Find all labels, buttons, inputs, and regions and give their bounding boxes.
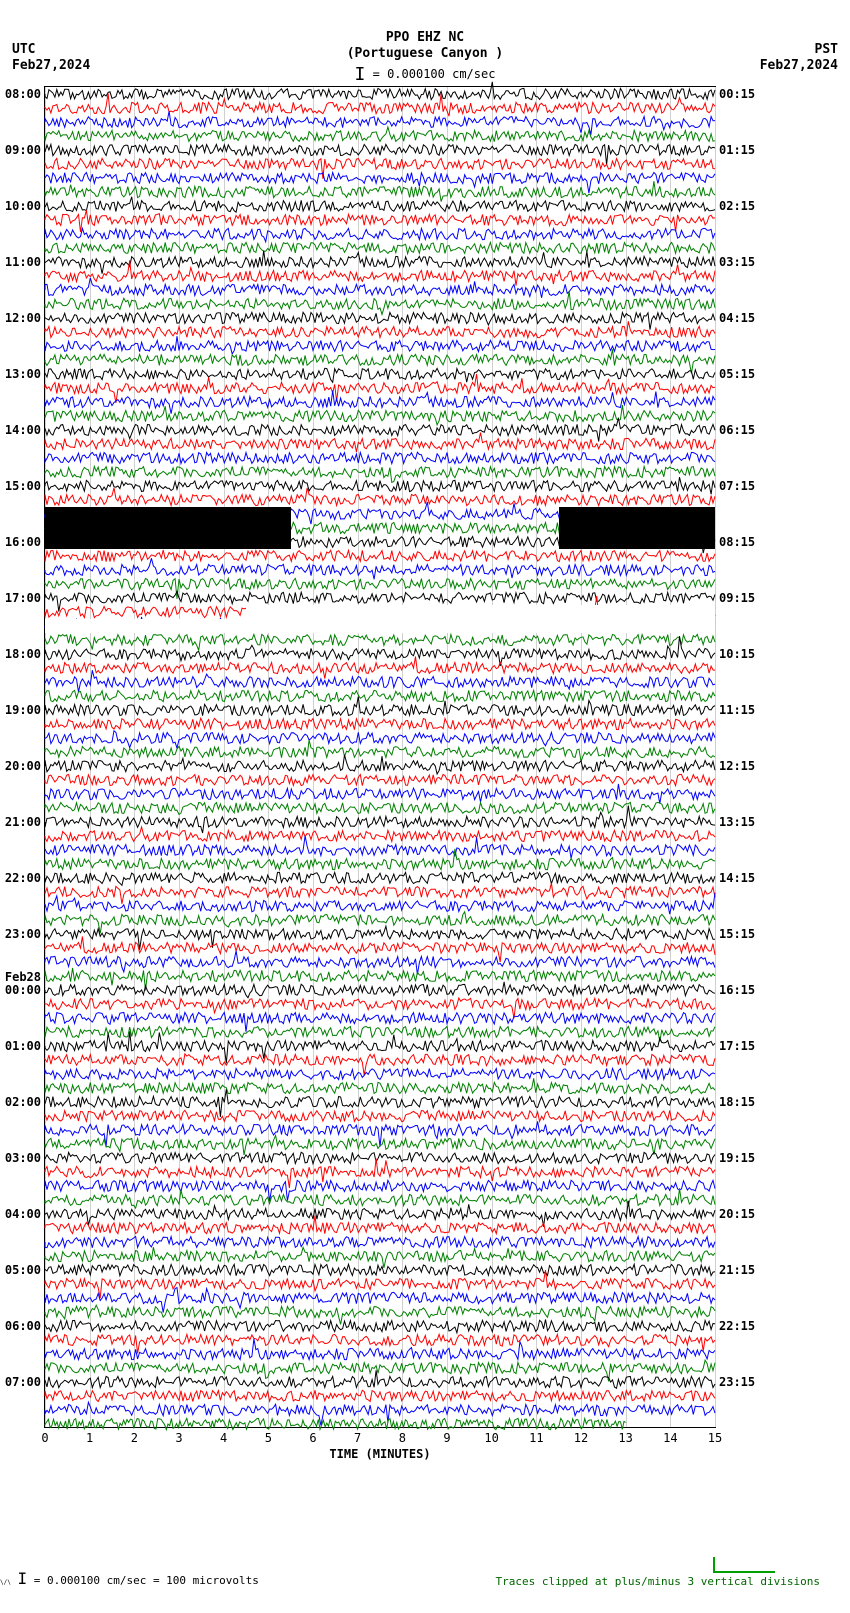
date-left-label: Feb27,2024 bbox=[12, 58, 90, 73]
pst-time-label: 21:15 bbox=[715, 1263, 755, 1277]
pst-time-label: 10:15 bbox=[715, 647, 755, 661]
grid-line bbox=[715, 87, 716, 1427]
pst-time-label: 23:15 bbox=[715, 1375, 755, 1389]
pst-time-label: 08:15 bbox=[715, 535, 755, 549]
utc-time-label: 05:00 bbox=[5, 1263, 45, 1277]
pst-time-label: 19:15 bbox=[715, 1151, 755, 1165]
pst-time-label: 13:15 bbox=[715, 815, 755, 829]
utc-time-label: 10:00 bbox=[5, 199, 45, 213]
pst-time-label: 05:15 bbox=[715, 367, 755, 381]
utc-time-label: 07:00 bbox=[5, 1375, 45, 1389]
pst-time-label: 15:15 bbox=[715, 927, 755, 941]
footer-clip-note: Traces clipped at plus/minus 3 vertical … bbox=[495, 1575, 820, 1588]
pst-time-label: 03:15 bbox=[715, 255, 755, 269]
pst-time-label: 06:15 bbox=[715, 423, 755, 437]
utc-time-label: 13:00 bbox=[5, 367, 45, 381]
pst-time-label: 20:15 bbox=[715, 1207, 755, 1221]
utc-time-label: 21:00 bbox=[5, 815, 45, 829]
utc-time-label: 11:00 bbox=[5, 255, 45, 269]
pst-time-label: 04:15 bbox=[715, 311, 755, 325]
pst-time-label: 01:15 bbox=[715, 143, 755, 157]
pst-time-label: 12:15 bbox=[715, 759, 755, 773]
station-title: PPO EHZ NC bbox=[0, 30, 850, 45]
utc-time-label: 12:00 bbox=[5, 311, 45, 325]
utc-time-label: 23:00 bbox=[5, 927, 45, 941]
clipped-segment bbox=[45, 507, 291, 549]
pst-time-label: 14:15 bbox=[715, 871, 755, 885]
pst-time-label: 09:15 bbox=[715, 591, 755, 605]
pst-time-label: 16:15 bbox=[715, 983, 755, 997]
pst-time-label: 17:15 bbox=[715, 1039, 755, 1053]
utc-time-label: 06:00 bbox=[5, 1319, 45, 1333]
pst-time-label: 22:15 bbox=[715, 1319, 755, 1333]
trace-row bbox=[45, 1417, 715, 1431]
utc-time-label: 09:00 bbox=[5, 143, 45, 157]
data-gap bbox=[246, 605, 715, 619]
pst-time-label: 00:15 bbox=[715, 87, 755, 101]
clipped-segment bbox=[559, 507, 715, 549]
utc-time-label: 03:00 bbox=[5, 1151, 45, 1165]
data-gap bbox=[45, 619, 715, 633]
utc-time-label: 01:00 bbox=[5, 1039, 45, 1053]
utc-time-label: 19:00 bbox=[5, 703, 45, 717]
utc-time-label: 04:00 bbox=[5, 1207, 45, 1221]
utc-time-label: 20:00 bbox=[5, 759, 45, 773]
utc-time-label: 17:00 bbox=[5, 591, 45, 605]
utc-time-label: 14:00 bbox=[5, 423, 45, 437]
utc-time-label: 00:00 bbox=[5, 983, 45, 997]
tz-left-label: UTC bbox=[12, 42, 35, 57]
utc-time-label: 15:00 bbox=[5, 479, 45, 493]
station-subtitle: (Portuguese Canyon ) bbox=[0, 46, 850, 61]
tz-right-label: PST bbox=[815, 42, 838, 57]
pst-time-label: 07:15 bbox=[715, 479, 755, 493]
footer-scale-note: \/\ I = 0.000100 cm/sec = 100 microvolts bbox=[0, 1569, 259, 1588]
seismogram-plot: TIME (MINUTES) 012345678910111213141508:… bbox=[44, 86, 716, 1428]
pst-time-label: 11:15 bbox=[715, 703, 755, 717]
pst-time-label: 18:15 bbox=[715, 1095, 755, 1109]
date-change-label: Feb28 bbox=[5, 970, 45, 984]
date-right-label: Feb27,2024 bbox=[760, 58, 838, 73]
current-time-marker bbox=[713, 1557, 775, 1573]
utc-time-label: 02:00 bbox=[5, 1095, 45, 1109]
utc-time-label: 18:00 bbox=[5, 647, 45, 661]
utc-time-label: 08:00 bbox=[5, 87, 45, 101]
utc-time-label: 22:00 bbox=[5, 871, 45, 885]
pst-time-label: 02:15 bbox=[715, 199, 755, 213]
utc-time-label: 16:00 bbox=[5, 535, 45, 549]
xaxis-label: TIME (MINUTES) bbox=[45, 1447, 715, 1461]
